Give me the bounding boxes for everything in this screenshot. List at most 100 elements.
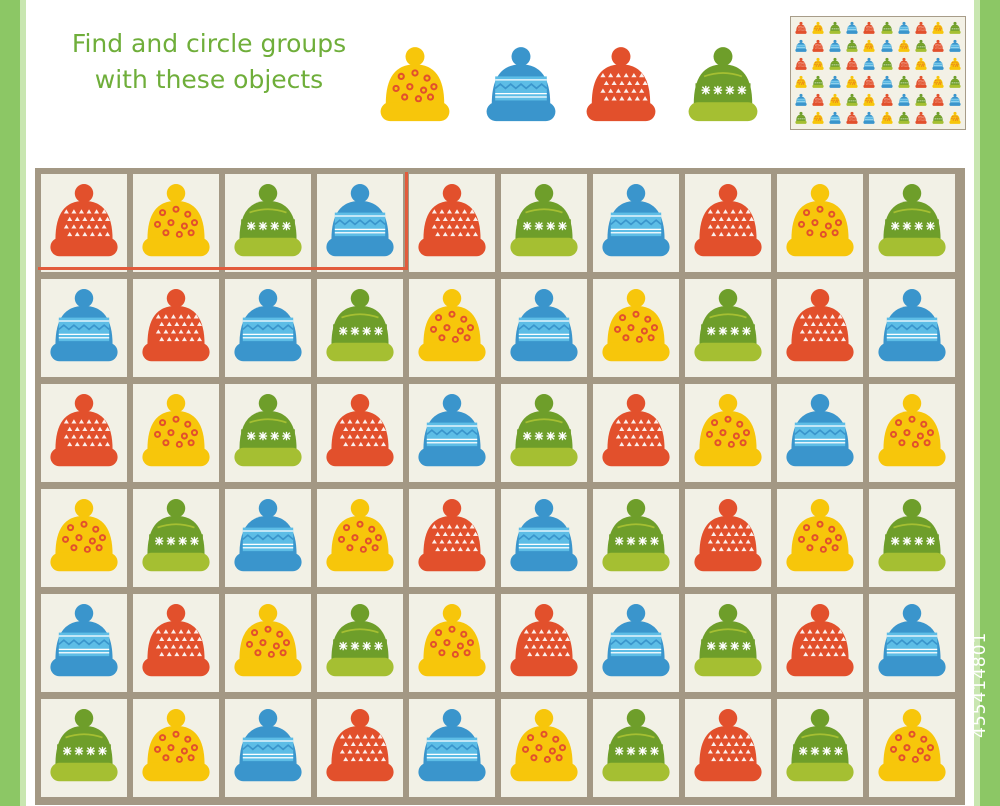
grid-cell-2-4[interactable] [409, 384, 495, 482]
grid-cell-3-4[interactable] [409, 489, 495, 587]
grid-cell-4-2[interactable] [225, 594, 311, 692]
thumbnail-red-triangle-hat-icon [861, 19, 877, 36]
grid-cell-2-8[interactable] [777, 384, 863, 482]
grid-cell-5-9[interactable] [869, 699, 955, 797]
blue-zigzag-hat-icon [410, 704, 494, 792]
grid-cell-2-6[interactable] [593, 384, 679, 482]
grid-cell-0-2[interactable] [225, 174, 311, 272]
grid-cell-3-6[interactable] [593, 489, 679, 587]
yellow-dotted-hat-icon [134, 389, 218, 477]
grid-cell-1-2[interactable] [225, 279, 311, 377]
green-snowflake-hat-icon [594, 704, 678, 792]
green-snowflake-hat-icon [502, 389, 586, 477]
grid-cell-0-9[interactable] [869, 174, 955, 272]
grid-cell-0-0[interactable] [41, 174, 127, 272]
grid-cell-2-2[interactable] [225, 384, 311, 482]
yellow-dotted-hat-example-icon [372, 42, 458, 128]
red-triangle-hat-icon [410, 494, 494, 582]
thumbnail-blue-zigzag-hat-icon [861, 55, 877, 72]
grid-cell-3-9[interactable] [869, 489, 955, 587]
blue-zigzag-hat-icon [410, 389, 494, 477]
red-triangle-hat-icon [134, 599, 218, 687]
thumbnail-blue-zigzag-hat-icon [930, 55, 946, 72]
grid-cell-1-0[interactable] [41, 279, 127, 377]
red-triangle-hat-icon [318, 704, 402, 792]
grid-cell-3-7[interactable] [685, 489, 771, 587]
thumbnail-yellow-dotted-hat-icon [844, 73, 860, 90]
grid-cell-5-5[interactable] [501, 699, 587, 797]
grid-cell-4-4[interactable] [409, 594, 495, 692]
grid-cell-0-1[interactable] [133, 174, 219, 272]
thumbnail-yellow-dotted-hat-icon [879, 110, 895, 127]
green-snowflake-hat-icon [870, 179, 954, 267]
grid-cell-2-9[interactable] [869, 384, 955, 482]
blue-zigzag-hat-example-icon [478, 42, 564, 128]
grid-cell-0-8[interactable] [777, 174, 863, 272]
thumbnail-blue-zigzag-hat-icon [947, 37, 963, 54]
grid-cell-4-1[interactable] [133, 594, 219, 692]
yellow-dotted-hat-icon [318, 494, 402, 582]
red-triangle-hat-icon [502, 599, 586, 687]
grid-cell-3-1[interactable] [133, 489, 219, 587]
yellow-dotted-hat-icon [686, 389, 770, 477]
grid-cell-5-6[interactable] [593, 699, 679, 797]
hat-grid [35, 168, 965, 805]
thumbnail-yellow-dotted-hat-icon [896, 37, 912, 54]
grid-cell-4-3[interactable] [317, 594, 403, 692]
grid-cell-5-8[interactable] [777, 699, 863, 797]
grid-cell-5-7[interactable] [685, 699, 771, 797]
green-snowflake-hat-icon [686, 284, 770, 372]
thumbnail-blue-zigzag-hat-icon [947, 92, 963, 109]
grid-cell-1-6[interactable] [593, 279, 679, 377]
grid-cell-1-7[interactable] [685, 279, 771, 377]
grid-cell-2-0[interactable] [41, 384, 127, 482]
grid-cell-4-7[interactable] [685, 594, 771, 692]
grid-cell-2-5[interactable] [501, 384, 587, 482]
grid-cell-1-8[interactable] [777, 279, 863, 377]
yellow-dotted-hat-icon [870, 389, 954, 477]
grid-cell-2-1[interactable] [133, 384, 219, 482]
grid-cell-1-4[interactable] [409, 279, 495, 377]
grid-cell-3-5[interactable] [501, 489, 587, 587]
green-snowflake-hat-icon [318, 599, 402, 687]
yellow-dotted-hat-icon [594, 284, 678, 372]
grid-cell-2-3[interactable] [317, 384, 403, 482]
grid-cell-3-0[interactable] [41, 489, 127, 587]
grid-cell-4-0[interactable] [41, 594, 127, 692]
grid-cell-5-0[interactable] [41, 699, 127, 797]
grid-cell-4-6[interactable] [593, 594, 679, 692]
grid-cell-3-8[interactable] [777, 489, 863, 587]
grid-cell-4-9[interactable] [869, 594, 955, 692]
thumbnail-yellow-dotted-hat-icon [861, 92, 877, 109]
grid-cell-0-3[interactable] [317, 174, 403, 272]
grid-cell-0-5[interactable] [501, 174, 587, 272]
grid-cell-3-3[interactable] [317, 489, 403, 587]
thumbnail-green-snowflake-hat-icon [844, 92, 860, 109]
blue-zigzag-hat-icon [870, 599, 954, 687]
grid-cell-3-2[interactable] [225, 489, 311, 587]
grid-cell-5-4[interactable] [409, 699, 495, 797]
grid-cell-2-7[interactable] [685, 384, 771, 482]
grid-cell-4-5[interactable] [501, 594, 587, 692]
thumbnail-red-triangle-hat-icon [930, 37, 946, 54]
thumbnail-yellow-dotted-hat-icon [930, 73, 946, 90]
thumbnail-red-triangle-hat-icon [913, 19, 929, 36]
grid-cell-5-3[interactable] [317, 699, 403, 797]
grid-cell-1-9[interactable] [869, 279, 955, 377]
thumbnail-red-triangle-hat-icon [913, 73, 929, 90]
grid-cell-1-5[interactable] [501, 279, 587, 377]
grid-cell-5-2[interactable] [225, 699, 311, 797]
grid-cell-0-7[interactable] [685, 174, 771, 272]
grid-cell-0-6[interactable] [593, 174, 679, 272]
red-triangle-hat-icon [318, 389, 402, 477]
thumbnail-red-triangle-hat-icon [810, 37, 826, 54]
grid-cell-0-4[interactable] [409, 174, 495, 272]
left-border-stripe [0, 0, 26, 806]
grid-cell-4-8[interactable] [777, 594, 863, 692]
grid-cell-5-1[interactable] [133, 699, 219, 797]
thumbnail-blue-zigzag-hat-icon [793, 37, 809, 54]
grid-cell-1-1[interactable] [133, 279, 219, 377]
thumbnail-green-snowflake-hat-icon [827, 55, 843, 72]
grid-cell-1-3[interactable] [317, 279, 403, 377]
thumbnail-yellow-dotted-hat-icon [947, 110, 963, 127]
